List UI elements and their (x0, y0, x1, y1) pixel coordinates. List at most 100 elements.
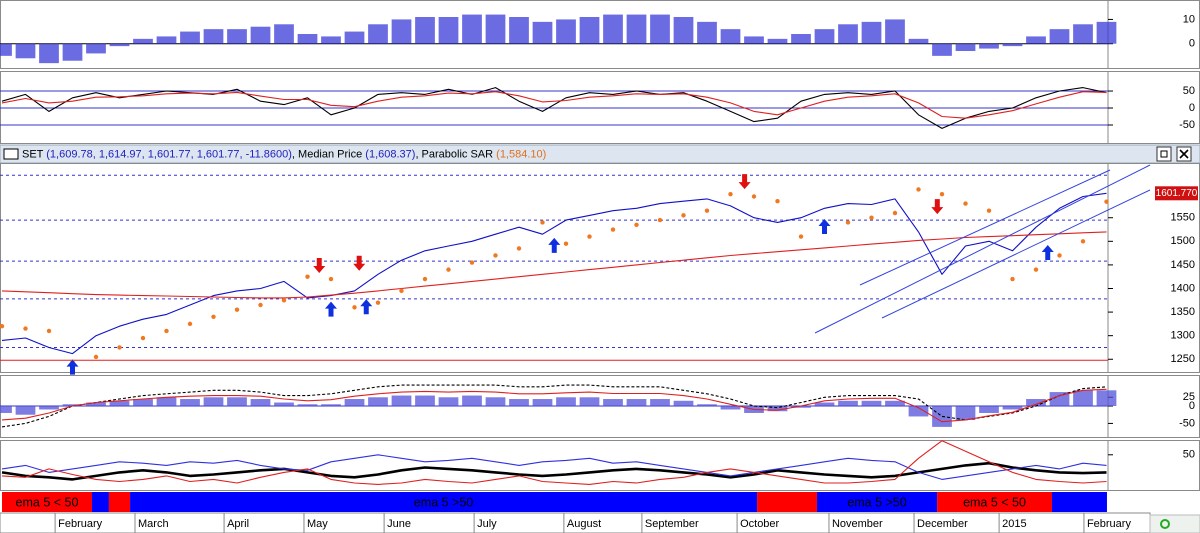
sar-dot (845, 220, 851, 225)
sar-dot (0, 324, 5, 329)
status-box (1149, 514, 1200, 533)
last-price-label: 1601.770 (1156, 188, 1198, 199)
histogram-bar (0, 406, 12, 413)
histogram-bar (274, 402, 294, 406)
histogram-bar (297, 34, 318, 44)
histogram-bar (673, 400, 694, 406)
series-line (1, 91, 1107, 119)
x-tick-label: October (740, 518, 779, 530)
histogram-bar (744, 36, 764, 44)
x-tick-label: 2015 (1002, 518, 1026, 530)
sar-dot (1010, 276, 1015, 282)
signal-segment (108, 492, 131, 512)
x-tick-label: May (307, 518, 328, 530)
histogram-bar (556, 397, 576, 406)
histogram-bar (109, 400, 130, 406)
signal-segment (130, 492, 758, 512)
buy-arrow (360, 299, 373, 315)
sar-dot (939, 191, 945, 197)
histogram-bar (532, 21, 553, 44)
x-tick-label: December (917, 518, 968, 530)
histogram-bar (908, 38, 929, 44)
histogram-bar (1026, 36, 1046, 44)
header-part: , Median Price (292, 148, 362, 160)
histogram-bar (814, 29, 835, 44)
histogram-bar (227, 29, 247, 44)
histogram-bar (720, 406, 741, 410)
y-tick-label: 1450 (1171, 259, 1195, 271)
histogram-bar (838, 400, 858, 406)
series-line (1, 388, 1107, 423)
buy-arrow (1041, 244, 1054, 260)
histogram-bar (1049, 392, 1070, 406)
y-tick-label: 1350 (1171, 306, 1195, 318)
sar-dot (728, 191, 733, 197)
status-icon (1149, 514, 1200, 533)
y-tick-label: 1250 (1171, 353, 1195, 365)
channel-lines (814, 164, 1151, 334)
maximize-button[interactable] (1156, 146, 1172, 162)
y-tick-label: 1550 (1171, 212, 1195, 224)
histogram-bar (1096, 21, 1117, 44)
histogram-bar (344, 31, 365, 44)
histogram-bar (156, 36, 177, 44)
channel-line (814, 164, 1151, 334)
histogram-bar (979, 406, 999, 413)
sar-dot (634, 222, 639, 228)
sar-dot (399, 288, 404, 294)
sar-dot (869, 215, 874, 220)
histogram-bar (932, 406, 952, 427)
histogram-bar (626, 14, 647, 44)
sar-dot (1057, 253, 1062, 258)
histogram-bar (1026, 399, 1046, 406)
series-line (1, 231, 1107, 299)
buy-arrow (66, 359, 79, 375)
series-line (1, 461, 1107, 481)
sar-dot (352, 305, 357, 310)
x-tick-label: February (58, 518, 103, 530)
histogram-bar (156, 397, 177, 406)
sar-dot (516, 246, 522, 251)
histogram-bar (415, 17, 435, 44)
histogram-bar (1002, 406, 1023, 410)
histogram-bar (1073, 24, 1093, 44)
sar-dot (540, 220, 545, 225)
histogram-bar (133, 399, 153, 406)
sar-dot (164, 328, 169, 334)
histogram-bar (62, 43, 83, 61)
histogram-bar (109, 43, 130, 47)
histogram-bar (650, 14, 670, 44)
histogram-bar (227, 397, 247, 406)
histogram-bar (697, 21, 717, 44)
histogram-bar (955, 43, 976, 51)
histogram-bar (532, 399, 553, 406)
signal-label: ema 5 >50 (847, 495, 906, 509)
signal-label: ema 5 < 50 (963, 495, 1026, 509)
histogram-bar (133, 38, 153, 44)
window-buttons (1156, 146, 1192, 162)
histogram-bar (274, 24, 294, 44)
signal-segment (1051, 492, 1107, 512)
histogram-bar (297, 404, 318, 406)
histogram-bar (626, 399, 647, 406)
series-line (1, 87, 1107, 129)
histogram-bar (203, 397, 224, 406)
histogram-bar (15, 406, 36, 415)
sar-dot (446, 267, 451, 272)
x-tick-label: September (645, 518, 699, 530)
histogram-bar (509, 17, 529, 44)
x-tick-label: November (832, 518, 883, 530)
sar-dot (46, 328, 52, 334)
histogram-bar (321, 36, 341, 44)
histogram-bar (415, 395, 435, 406)
y-tick-label: 0 (1189, 102, 1195, 114)
y-tick-label: 10 (1183, 13, 1195, 25)
histogram-bar (556, 19, 576, 44)
sar-dot (775, 199, 780, 204)
histogram-bar (932, 43, 952, 56)
header-part: SET (22, 148, 44, 160)
histogram-bar (603, 399, 623, 406)
sell-arrow (738, 174, 751, 190)
sar-dot (610, 227, 616, 232)
